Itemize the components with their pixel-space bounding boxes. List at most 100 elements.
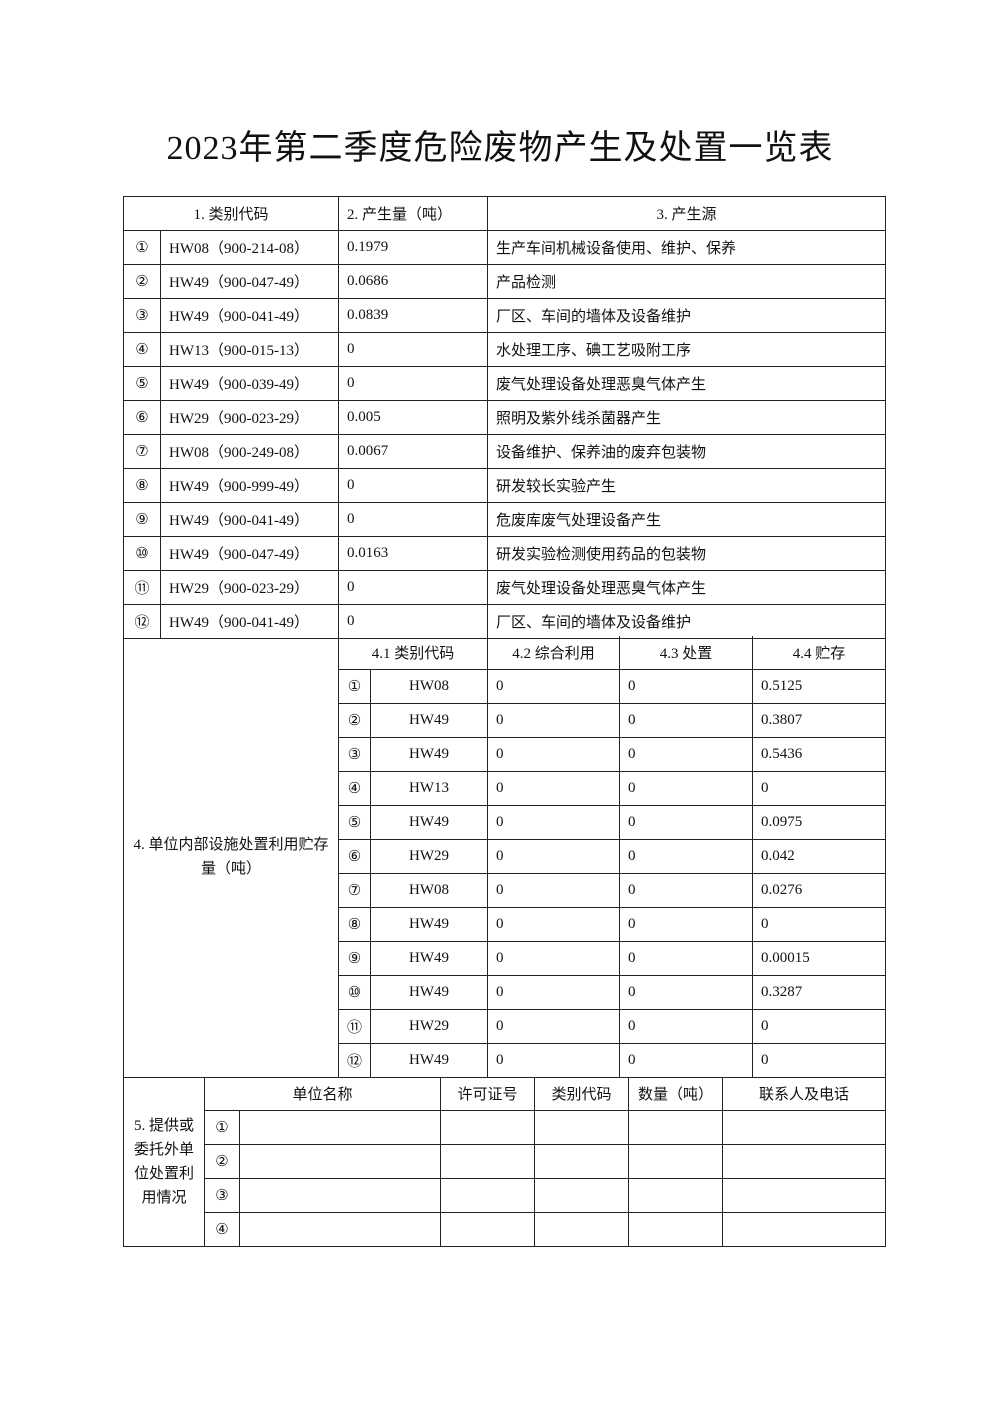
source: 照明及紫外线杀菌器产生 (487, 400, 887, 435)
storage: 0 (752, 771, 887, 806)
quantity (628, 1144, 724, 1179)
category-code: HW29 (369, 839, 489, 874)
source: 厂区、车间的墙体及设备维护 (487, 604, 887, 639)
header-category-code: 1. 类别代码 (122, 196, 340, 231)
amount: 0.0067 (338, 434, 489, 469)
source: 产品检测 (487, 264, 887, 299)
contact (722, 1110, 887, 1145)
section5-label: 5. 提供或委托外单位处置利用情况 (123, 1077, 205, 1247)
category-code: HW49（900-041-49） (159, 298, 340, 333)
row-number: ⑧ (338, 907, 371, 942)
row-number: ② (123, 264, 161, 299)
storage: 0.042 (752, 839, 887, 874)
table-header-row: 5. 提供或委托外单位处置利用情况 单位名称 许可证号 类别代码 数量（吨） 联… (123, 1077, 887, 1247)
table-row: ④ HW13（900-015-13） 0 水处理工序、碘工艺吸附工序 (123, 332, 887, 367)
disposal: 0 (619, 703, 754, 738)
table-row: ⑨ HW49（900-041-49） 0 危废库废气处理设备产生 (123, 502, 887, 537)
source: 废气处理设备处理恶臭气体产生 (487, 366, 887, 401)
category-code: HW49（900-047-49） (159, 264, 340, 299)
category-code: HW29 (369, 1009, 489, 1044)
row-number: ⑤ (338, 805, 371, 840)
row-number: ④ (338, 771, 371, 806)
category-code: HW29（900-023-29） (159, 570, 340, 605)
internal-disposal-table: 4. 单位内部设施处置利用贮存量（吨） 4.1 类别代码 4.2 综合利用 4.… (123, 636, 887, 1078)
amount: 0.0686 (338, 264, 489, 299)
table-row: ⑩ HW49 0 0 0.3287 (124, 975, 887, 1010)
row-number: ⑧ (123, 468, 161, 503)
table-row: ⑤ HW49（900-039-49） 0 废气处理设备处理恶臭气体产生 (123, 366, 887, 401)
disposal: 0 (619, 805, 754, 840)
table-header-row: 1. 类别代码 2. 产生量（吨） 3. 产生源 (122, 196, 887, 231)
header-unit-name: 单位名称 (203, 1077, 442, 1111)
utilization: 0 (487, 1043, 621, 1078)
utilization: 0 (487, 1009, 621, 1044)
amount: 0 (338, 570, 489, 605)
table-row: ⑩ HW49（900-047-49） 0.0163 研发实验检测使用药品的包装物 (123, 536, 887, 571)
section4-label: 4. 单位内部设施处置利用贮存量（吨） (123, 636, 339, 1078)
source: 设备维护、保养油的废弃包装物 (487, 434, 887, 469)
table-row: ② (124, 1144, 887, 1179)
category-code: HW29（900-023-29） (159, 400, 340, 435)
row-number: ② (204, 1144, 240, 1179)
source: 生产车间机械设备使用、维护、保养 (487, 230, 887, 265)
category-code (534, 1144, 630, 1179)
row-number: ⑨ (338, 941, 371, 976)
source: 危废库废气处理设备产生 (487, 502, 887, 537)
waste-generation-table: 1. 类别代码 2. 产生量（吨） 3. 产生源 ① HW08（900-214-0… (122, 196, 887, 639)
category-code: HW13（900-015-13） (159, 332, 340, 367)
category-code: HW08 (369, 669, 489, 704)
header-category-code: 类别代码 (534, 1077, 630, 1111)
table-row: ⑤ HW49 0 0 0.0975 (124, 805, 887, 840)
row-number: ① (338, 669, 371, 704)
amount: 0 (338, 366, 489, 401)
amount: 0 (338, 468, 489, 503)
utilization: 0 (487, 737, 621, 772)
amount: 0.0163 (338, 536, 489, 571)
amount: 0.1979 (338, 230, 489, 265)
table-row: ⑪ HW29（900-023-29） 0 废气处理设备处理恶臭气体产生 (123, 570, 887, 605)
table-row: ② HW49（900-047-49） 0.0686 产品检测 (123, 264, 887, 299)
contact (722, 1144, 887, 1179)
category-code: HW13 (369, 771, 489, 806)
header-category-code: 4.1 类别代码 (337, 636, 489, 670)
contact (722, 1178, 887, 1213)
unit-name (238, 1178, 442, 1213)
category-code: HW49 (369, 703, 489, 738)
category-code: HW08 (369, 873, 489, 908)
disposal: 0 (619, 1043, 754, 1078)
category-code: HW49（900-039-49） (159, 366, 340, 401)
header-disposal: 4.3 处置 (619, 636, 754, 670)
utilization: 0 (487, 839, 621, 874)
disposal: 0 (619, 737, 754, 772)
table-row: ③ (124, 1178, 887, 1213)
disposal: 0 (619, 907, 754, 942)
table-row: ⑧ HW49 0 0 0 (124, 907, 887, 942)
row-number: ⑥ (338, 839, 371, 874)
storage: 0.5436 (752, 737, 887, 772)
table-row: ⑧ HW49（900-999-49） 0 研发较长实验产生 (123, 468, 887, 503)
table-row: ⑦ HW08（900-249-08） 0.0067 设备维护、保养油的废弃包装物 (123, 434, 887, 469)
table-header-row: 4. 单位内部设施处置利用贮存量（吨） 4.1 类别代码 4.2 综合利用 4.… (123, 636, 887, 1078)
category-code: HW49（900-041-49） (159, 604, 340, 639)
disposal: 0 (619, 771, 754, 806)
header-storage: 4.4 贮存 (752, 636, 887, 670)
category-code: HW08（900-214-08） (159, 230, 340, 265)
category-code: HW08（900-249-08） (159, 434, 340, 469)
table-row: ① HW08（900-214-08） 0.1979 生产车间机械设备使用、维护、保养 (123, 230, 887, 265)
row-number: ② (338, 703, 371, 738)
disposal: 0 (619, 873, 754, 908)
row-number: ③ (123, 298, 161, 333)
disposal: 0 (619, 975, 754, 1010)
table-row: ⑦ HW08 0 0 0.0276 (124, 873, 887, 908)
utilization: 0 (487, 669, 621, 704)
header-utilization: 4.2 综合利用 (487, 636, 621, 670)
category-code: HW49 (369, 907, 489, 942)
external-disposal-table: 5. 提供或委托外单位处置利用情况 单位名称 许可证号 类别代码 数量（吨） 联… (123, 1077, 887, 1247)
license-no (440, 1178, 536, 1213)
license-no (440, 1144, 536, 1179)
storage: 0 (752, 907, 887, 942)
utilization: 0 (487, 941, 621, 976)
row-number: ③ (204, 1178, 240, 1213)
row-number: ⑫ (123, 604, 161, 639)
row-number: ⑫ (338, 1043, 371, 1078)
